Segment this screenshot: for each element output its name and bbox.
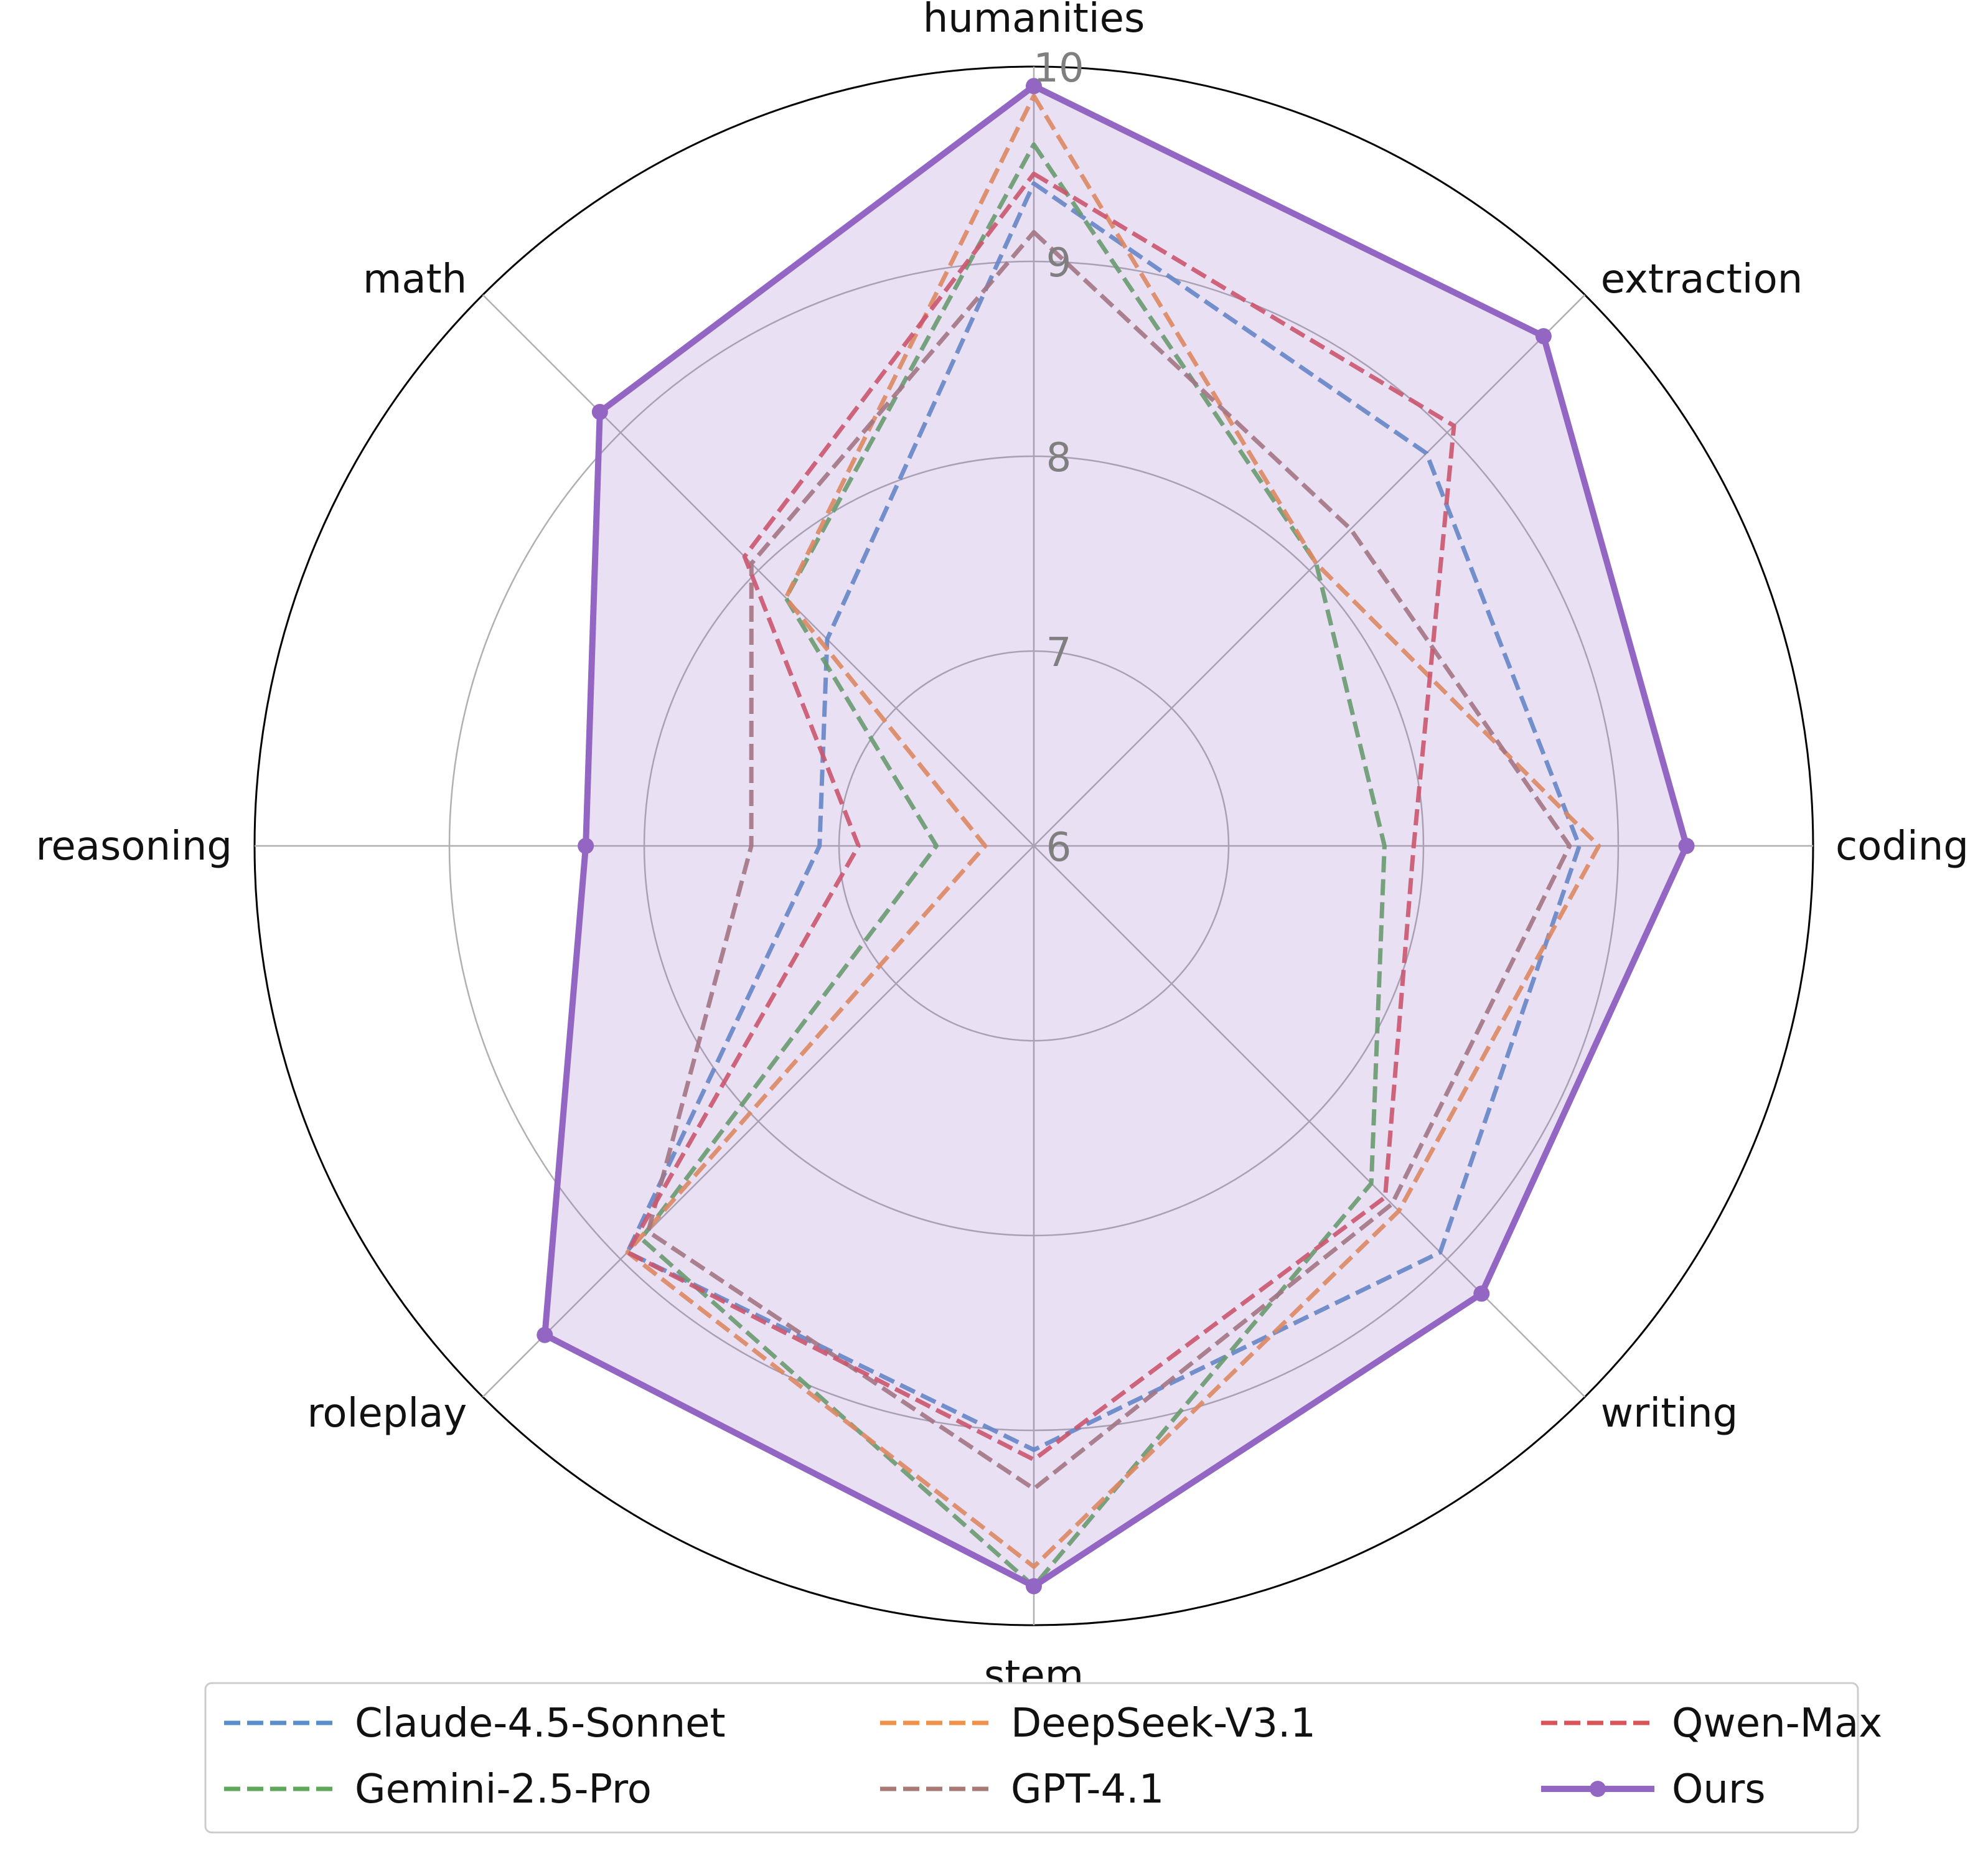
legend-label-claude-4-5-sonnet: Claude-4.5-Sonnet (355, 1701, 726, 1747)
data-point-ours (1535, 328, 1552, 345)
radial-tick-label: 10 (1033, 45, 1084, 91)
legend-label-deepseek-v3-1: DeepSeek-V3.1 (1011, 1701, 1316, 1747)
data-point-ours (537, 1326, 553, 1343)
category-label-reasoning: reasoning (35, 823, 232, 870)
legend-marker-ours (1590, 1781, 1606, 1797)
data-point-ours (1026, 1578, 1042, 1595)
radial-tick-label: 8 (1046, 435, 1072, 481)
legend-label-qwen-max: Qwen-Max (1672, 1701, 1882, 1747)
category-label-extraction: extraction (1601, 256, 1803, 303)
grid-spoke (1033, 845, 1586, 1398)
series-line-gpt-4-1 (645, 230, 1572, 1491)
series-line-deepseek-v3-1 (625, 93, 1601, 1569)
category-label-humanities: humanities (923, 0, 1145, 42)
series-line-claude-4-5-sonnet (625, 181, 1582, 1452)
category-label-math: math (363, 256, 467, 303)
radial-ticks: 6 7 8 9 10 (1033, 45, 1084, 871)
radial-tick-label: 6 (1046, 825, 1072, 871)
grid-spoke (482, 845, 1034, 1398)
grid-spoke (1033, 294, 1586, 847)
radial-tick-label: 9 (1046, 240, 1072, 286)
data-point-ours (1026, 78, 1042, 95)
legend-label-ours: Ours (1672, 1766, 1766, 1813)
data-point-ours (1678, 838, 1695, 854)
legend-box (204, 1682, 1859, 1834)
radial-tick-label: 7 (1046, 630, 1072, 676)
category-labels: humanitiesextractioncodingwritingstemrol… (35, 0, 1968, 1699)
category-label-coding: coding (1836, 823, 1969, 870)
category-label-writing: writing (1601, 1391, 1738, 1437)
legend: Claude-4.5-Sonnet Gemini-2.5-Pro DeepSeek-… (204, 1682, 1882, 1834)
legend-label-gemini-2-5-pro: Gemini-2.5-Pro (355, 1766, 652, 1813)
series-line-qwen-max (625, 171, 1456, 1462)
legend-label-gpt-4-1: GPT-4.1 (1011, 1766, 1164, 1813)
series-layer (537, 78, 1695, 1595)
series-fill-ours (545, 86, 1687, 1587)
grid-spoke (482, 294, 1034, 847)
category-label-roleplay: roleplay (307, 1391, 467, 1437)
data-point-ours (591, 403, 608, 420)
data-point-ours (1473, 1285, 1490, 1302)
data-point-ours (578, 838, 594, 854)
